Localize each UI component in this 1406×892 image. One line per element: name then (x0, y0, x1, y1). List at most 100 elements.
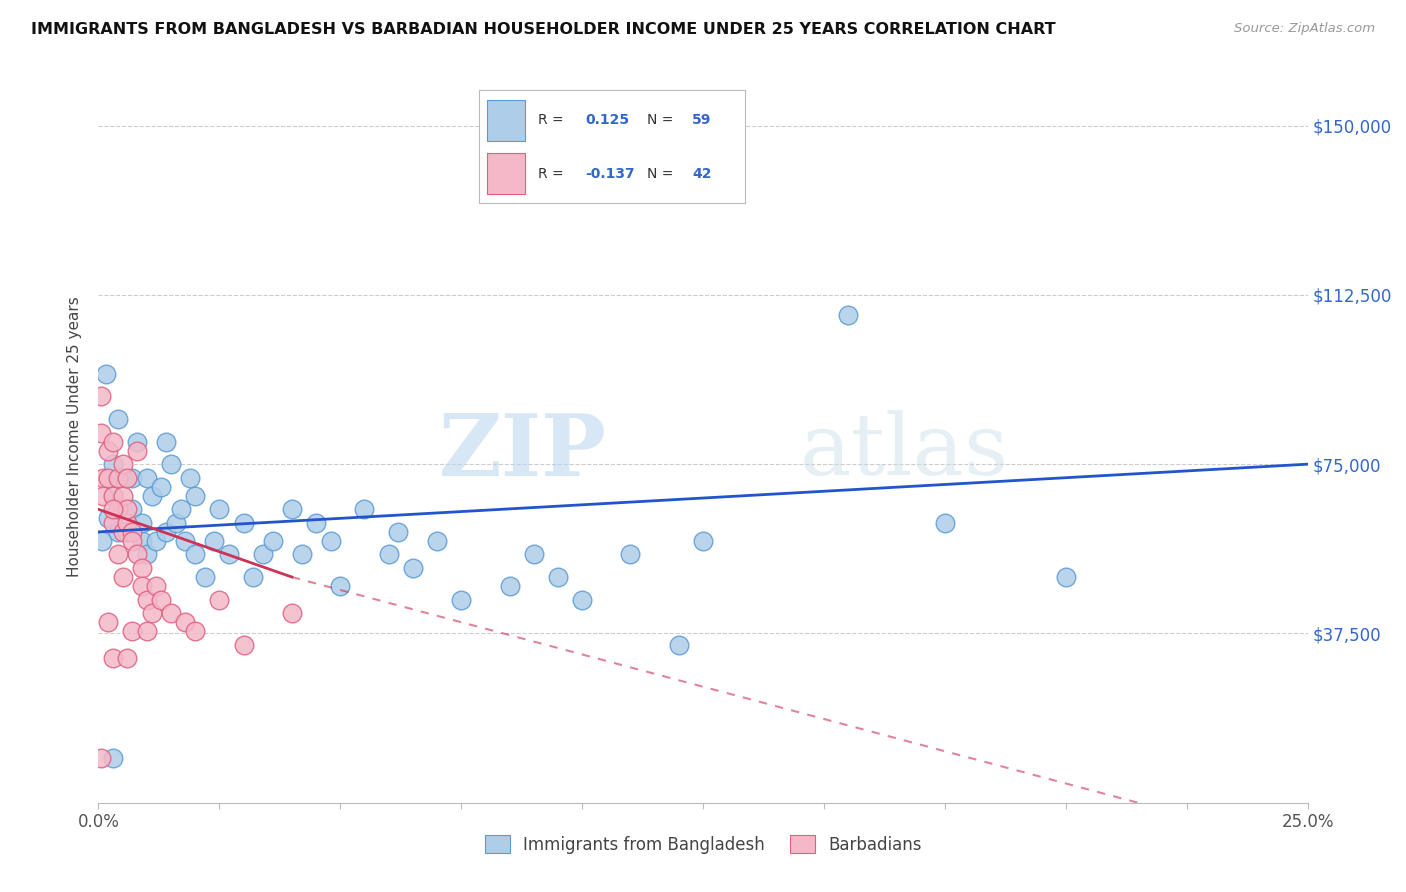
Point (111, 524, 134, 539)
Point (329, 579, 352, 593)
Point (135, 471, 157, 485)
Point (111, 457, 134, 471)
Point (155, 524, 177, 539)
Point (184, 489, 207, 503)
Point (111, 471, 134, 485)
Point (107, 524, 129, 539)
Point (91, 489, 114, 503)
Point (160, 606, 183, 620)
Point (90, 750, 112, 764)
Point (232, 516, 254, 530)
Point (242, 570, 264, 584)
Point (160, 457, 183, 471)
Point (174, 615, 197, 630)
Point (101, 651, 124, 665)
Point (934, 516, 956, 530)
Point (117, 524, 139, 539)
Point (262, 533, 284, 548)
Point (127, 548, 149, 562)
Point (145, 579, 167, 593)
Point (111, 502, 134, 516)
Point (97, 511, 120, 525)
Point (91, 471, 114, 485)
Text: atlas: atlas (800, 410, 1010, 493)
Point (94, 367, 117, 381)
Point (121, 471, 143, 485)
Point (111, 570, 134, 584)
Point (174, 533, 197, 548)
Point (155, 434, 177, 449)
Point (135, 624, 157, 639)
Point (127, 434, 149, 449)
Point (141, 606, 163, 620)
Point (218, 548, 240, 562)
Point (290, 548, 312, 562)
Point (117, 516, 139, 530)
Point (107, 412, 129, 426)
Point (121, 624, 143, 639)
Text: Source: ZipAtlas.com: Source: ZipAtlas.com (1234, 22, 1375, 36)
Text: IMMIGRANTS FROM BANGLADESH VS BARBADIAN HOUSEHOLDER INCOME UNDER 25 YEARS CORREL: IMMIGRANTS FROM BANGLADESH VS BARBADIAN … (31, 22, 1056, 37)
Point (141, 489, 163, 503)
Point (208, 502, 231, 516)
Text: ZIP: ZIP (439, 409, 606, 493)
Point (97, 615, 120, 630)
Point (107, 471, 129, 485)
Point (281, 502, 304, 516)
Point (101, 434, 124, 449)
Y-axis label: Householder Income Under 25 years: Householder Income Under 25 years (67, 297, 83, 577)
Point (91, 533, 114, 548)
Point (97, 471, 120, 485)
Point (184, 624, 207, 639)
Point (281, 606, 304, 620)
Point (127, 443, 149, 458)
Point (111, 489, 134, 503)
Point (101, 516, 124, 530)
Point (571, 592, 593, 607)
Point (145, 533, 167, 548)
Point (90, 425, 112, 440)
Point (117, 471, 139, 485)
Point (165, 516, 187, 530)
Point (319, 533, 342, 548)
Point (97, 443, 120, 458)
Point (131, 561, 153, 575)
Point (305, 516, 328, 530)
Point (107, 502, 129, 516)
Point (90, 389, 112, 403)
Point (131, 516, 153, 530)
Point (208, 592, 231, 607)
Point (377, 548, 399, 562)
Point (668, 638, 690, 652)
Point (169, 502, 191, 516)
Point (204, 533, 226, 548)
Point (179, 471, 201, 485)
Point (135, 548, 157, 562)
Point (121, 524, 143, 539)
Point (498, 579, 520, 593)
Point (426, 533, 449, 548)
Point (101, 489, 124, 503)
Point (101, 750, 124, 764)
Point (150, 480, 173, 494)
Point (101, 489, 124, 503)
Point (1054, 570, 1077, 584)
Point (252, 548, 274, 562)
Point (402, 561, 425, 575)
Point (121, 502, 143, 516)
Point (619, 548, 641, 562)
Point (131, 533, 153, 548)
Point (353, 502, 375, 516)
Point (107, 548, 129, 562)
Point (387, 524, 409, 539)
Point (117, 502, 139, 516)
Point (523, 548, 546, 562)
Point (101, 502, 124, 516)
Point (131, 579, 153, 593)
Point (450, 592, 472, 607)
Point (692, 533, 714, 548)
Point (184, 548, 207, 562)
Point (101, 457, 124, 471)
Point (150, 592, 173, 607)
Point (232, 638, 254, 652)
